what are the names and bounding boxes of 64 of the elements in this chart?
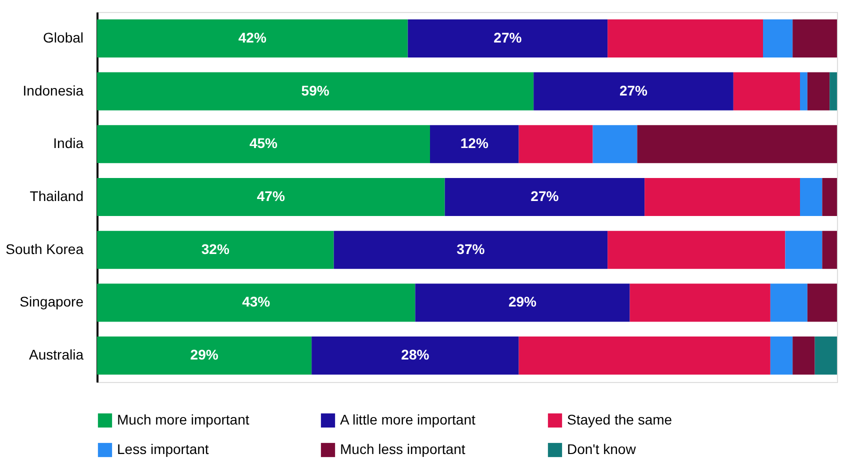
bar (97, 19, 408, 58)
data-label: 12% (460, 135, 489, 152)
bar (770, 284, 808, 322)
y-tick-label: Thailand (30, 188, 84, 204)
bar (334, 230, 608, 269)
legend-label: Much less important (340, 441, 466, 457)
y-tick-label: Indonesia (22, 82, 84, 98)
bar (534, 72, 734, 110)
data-label: 43% (242, 294, 271, 310)
bar (97, 284, 416, 322)
legend-label: Don't know (567, 441, 637, 457)
bar (97, 72, 534, 110)
data-label: 42% (238, 29, 267, 46)
data-label: 32% (201, 240, 230, 257)
data-label: 59% (301, 82, 330, 98)
data-label: 29% (508, 294, 538, 310)
bar (637, 125, 837, 164)
data-label: 27% (494, 29, 522, 46)
y-tick-label: Global (43, 29, 84, 46)
bar (733, 72, 800, 110)
bar (770, 336, 793, 375)
bar (807, 284, 837, 322)
bar (830, 72, 837, 110)
bar (785, 230, 822, 269)
bar (814, 336, 837, 375)
data-label: 28% (401, 346, 430, 363)
bar (415, 284, 630, 322)
bar (792, 19, 837, 58)
bar (822, 178, 837, 216)
data-label: 45% (249, 135, 278, 152)
bar (800, 178, 822, 216)
bar (630, 284, 770, 322)
data-label: 47% (256, 188, 286, 204)
bar (430, 125, 519, 164)
bar (312, 336, 519, 375)
data-label: 27% (619, 82, 648, 98)
bar (97, 230, 334, 269)
bar (444, 178, 645, 216)
bar (518, 125, 593, 164)
y-tick-label: India (53, 135, 84, 152)
legend-label: Much more important (117, 411, 250, 428)
bar (97, 336, 312, 375)
bar (822, 230, 837, 269)
data-label: 29% (190, 346, 219, 363)
legend-label: Stayed the same (567, 411, 672, 428)
bar (807, 72, 830, 110)
legend-label: Less important (117, 441, 209, 457)
bar (763, 19, 793, 58)
bar (97, 178, 445, 216)
legend-label: A little more important (340, 411, 476, 428)
y-tick-label: South Korea (6, 240, 84, 257)
bar (592, 125, 638, 164)
bar (608, 19, 763, 58)
bar (800, 72, 808, 110)
bar (408, 19, 608, 58)
bar (608, 230, 786, 269)
y-tick-label: Singapore (20, 294, 84, 310)
bar (792, 336, 815, 375)
y-tick-label: Australia (29, 346, 84, 363)
bar (644, 178, 800, 216)
data-label: 37% (456, 240, 486, 257)
data-label: 27% (530, 188, 560, 204)
bar (518, 336, 770, 375)
bar (97, 125, 430, 164)
